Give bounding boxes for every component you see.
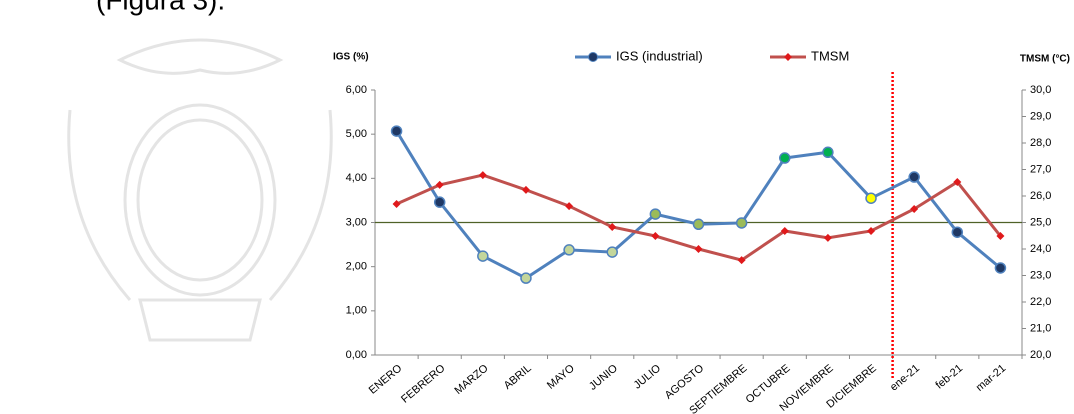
- point: [735, 217, 748, 229]
- point: [608, 223, 617, 232]
- point: [994, 262, 1007, 274]
- point: [390, 125, 403, 137]
- point: [822, 146, 834, 159]
- x-tick-label: feb-21: [933, 362, 965, 391]
- point: [478, 171, 487, 180]
- x-tick-label: ENERO: [367, 362, 405, 397]
- x-tick-label: AGOSTO: [663, 362, 707, 402]
- x-tick-label: JUNIO: [587, 362, 620, 393]
- y-tick-label: 0,00: [346, 349, 367, 361]
- y2-tick-label: 29,0: [1030, 110, 1051, 122]
- point: [867, 226, 876, 235]
- point: [692, 218, 705, 231]
- x-tick-label: FEBRERO: [399, 362, 448, 406]
- x-tick-label: ABRIL: [502, 362, 534, 392]
- point: [649, 208, 662, 220]
- y-tick-label: 4,00: [346, 172, 367, 184]
- legend-label: TMSM: [811, 48, 849, 63]
- y-tick-label: 3,00: [346, 216, 367, 228]
- point: [953, 177, 962, 186]
- point: [521, 185, 530, 194]
- y-tick-label: 6,00: [346, 84, 367, 96]
- y2-tick-label: 28,0: [1030, 137, 1051, 149]
- y2-tick-label: 27,0: [1030, 163, 1051, 175]
- y2-tick-label: 25,0: [1030, 216, 1051, 228]
- point: [392, 199, 401, 208]
- point: [694, 245, 703, 253]
- y2-tick-label: 23,0: [1030, 269, 1051, 281]
- point: [520, 272, 532, 284]
- y2-tick-label: 26,0: [1030, 190, 1051, 202]
- point: [435, 180, 444, 189]
- point: [433, 196, 446, 208]
- point: [651, 232, 660, 241]
- point: [908, 171, 920, 183]
- point: [563, 244, 575, 256]
- caption: (Figura 3).: [96, 0, 225, 15]
- legend-marker: [588, 52, 598, 62]
- point: [996, 232, 1005, 241]
- x-tick-label: mar-21: [974, 362, 1008, 394]
- x-tick-label: MARZO: [452, 362, 490, 397]
- y2-tick-label: 20,0: [1030, 349, 1051, 361]
- legend-marker: [784, 53, 792, 61]
- point: [823, 233, 832, 242]
- emblem-watermark: [67, 38, 333, 342]
- point: [737, 256, 746, 265]
- point: [477, 250, 489, 262]
- point: [606, 246, 618, 258]
- y-axis-title: IGS (%): [333, 52, 369, 63]
- y2-tick-label: 22,0: [1030, 296, 1051, 308]
- x-tick-label: MAYO: [545, 362, 577, 392]
- y2-tick-label: 21,0: [1030, 322, 1051, 334]
- y2-axis-title: TMSM (°C): [1020, 54, 1070, 65]
- x-tick-label: JULIO: [632, 362, 664, 392]
- point: [865, 192, 877, 204]
- y-tick-label: 1,00: [346, 305, 367, 317]
- legend-label: IGS (industrial): [616, 48, 703, 63]
- point: [565, 202, 574, 211]
- point: [780, 226, 789, 235]
- y2-tick-label: 24,0: [1030, 243, 1051, 255]
- point: [951, 226, 964, 238]
- y-tick-label: 2,00: [346, 261, 367, 273]
- y-tick-label: 5,00: [346, 128, 367, 140]
- point: [779, 152, 791, 164]
- y2-tick-label: 30,0: [1030, 84, 1051, 96]
- point: [910, 204, 919, 213]
